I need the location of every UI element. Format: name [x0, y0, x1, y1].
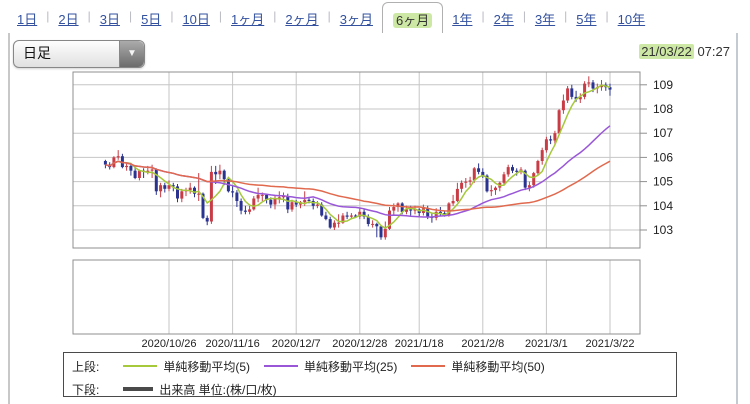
- tab-separator: |: [128, 9, 133, 23]
- tab-separator: |: [327, 9, 331, 23]
- tab-separator: |: [170, 9, 174, 23]
- tab-5y[interactable]: 5年: [576, 12, 597, 27]
- tab-1d[interactable]: 1日: [17, 12, 38, 27]
- ma25-swatch: [264, 365, 299, 367]
- ma5-swatch: [123, 365, 158, 367]
- ma5-label: 単純移動平均(5): [163, 359, 251, 374]
- ma50-label: 単純移動平均(50): [451, 359, 545, 374]
- ma25-label: 単純移動平均(25): [304, 359, 398, 374]
- tab-10d[interactable]: 10日: [182, 12, 210, 27]
- tab-10y[interactable]: 10年: [617, 12, 646, 27]
- tab-3y[interactable]: 3年: [534, 12, 556, 27]
- interval-select-value: 日足: [23, 45, 51, 61]
- tab-5d[interactable]: 5日: [141, 12, 162, 27]
- tab-1mo[interactable]: 1ヶ月: [231, 12, 265, 27]
- period-tab-bar: 1日 | 2日 | 3日 | 5日 | 10日 | 1ヶ月 | 2ヶ月 | 3ヶ月 6ヶ月 1年 | 2年 | 3年 | 5…: [8, 0, 739, 33]
- tab-separator: |: [605, 9, 609, 23]
- tab-separator: |: [87, 9, 91, 23]
- tab-separator: |: [481, 9, 485, 23]
- ma50-swatch: [411, 365, 446, 367]
- tab-separator: |: [522, 9, 526, 23]
- legend-upper-label: 上段:: [72, 359, 100, 374]
- quote-time: 07:27: [697, 44, 730, 59]
- tab-3d[interactable]: 3日: [99, 12, 120, 27]
- tab-2d[interactable]: 2日: [58, 12, 79, 27]
- tab-separator: |: [273, 9, 277, 23]
- tab-1y[interactable]: 1年: [452, 12, 473, 27]
- volume-swatch: [123, 387, 154, 391]
- legend-lower-row: 下段: 出来高 単位:(株/口/枚): [72, 381, 676, 397]
- tab-2y[interactable]: 2年: [493, 12, 514, 27]
- tab-2mo[interactable]: 2ヶ月: [285, 12, 319, 27]
- tab-3mo[interactable]: 3ヶ月: [339, 12, 373, 27]
- chart-plot-area[interactable]: [73, 72, 640, 334]
- tab-separator: |: [564, 9, 568, 23]
- quote-timestamp: 21/03/22 07:27: [639, 44, 730, 59]
- legend-upper-row: 上段: 単純移動平均(5) 単純移動平均(25) 単純移動平均(50): [72, 358, 676, 374]
- volume-label: 出来高 単位:(株/口/枚): [159, 382, 277, 397]
- chevron-down-icon[interactable]: ▼: [119, 41, 144, 67]
- chart-legend: 上段: 単純移動平均(5) 単純移動平均(25) 単純移動平均(50) 下段: …: [63, 352, 677, 397]
- tab-separator: |: [46, 9, 50, 23]
- tab-separator: |: [218, 9, 223, 23]
- tab-6mo[interactable]: 6ヶ月: [381, 2, 444, 33]
- legend-lower-label: 下段:: [72, 382, 100, 397]
- quote-date: 21/03/22: [639, 44, 694, 59]
- interval-select[interactable]: 日足 ▼: [13, 40, 145, 68]
